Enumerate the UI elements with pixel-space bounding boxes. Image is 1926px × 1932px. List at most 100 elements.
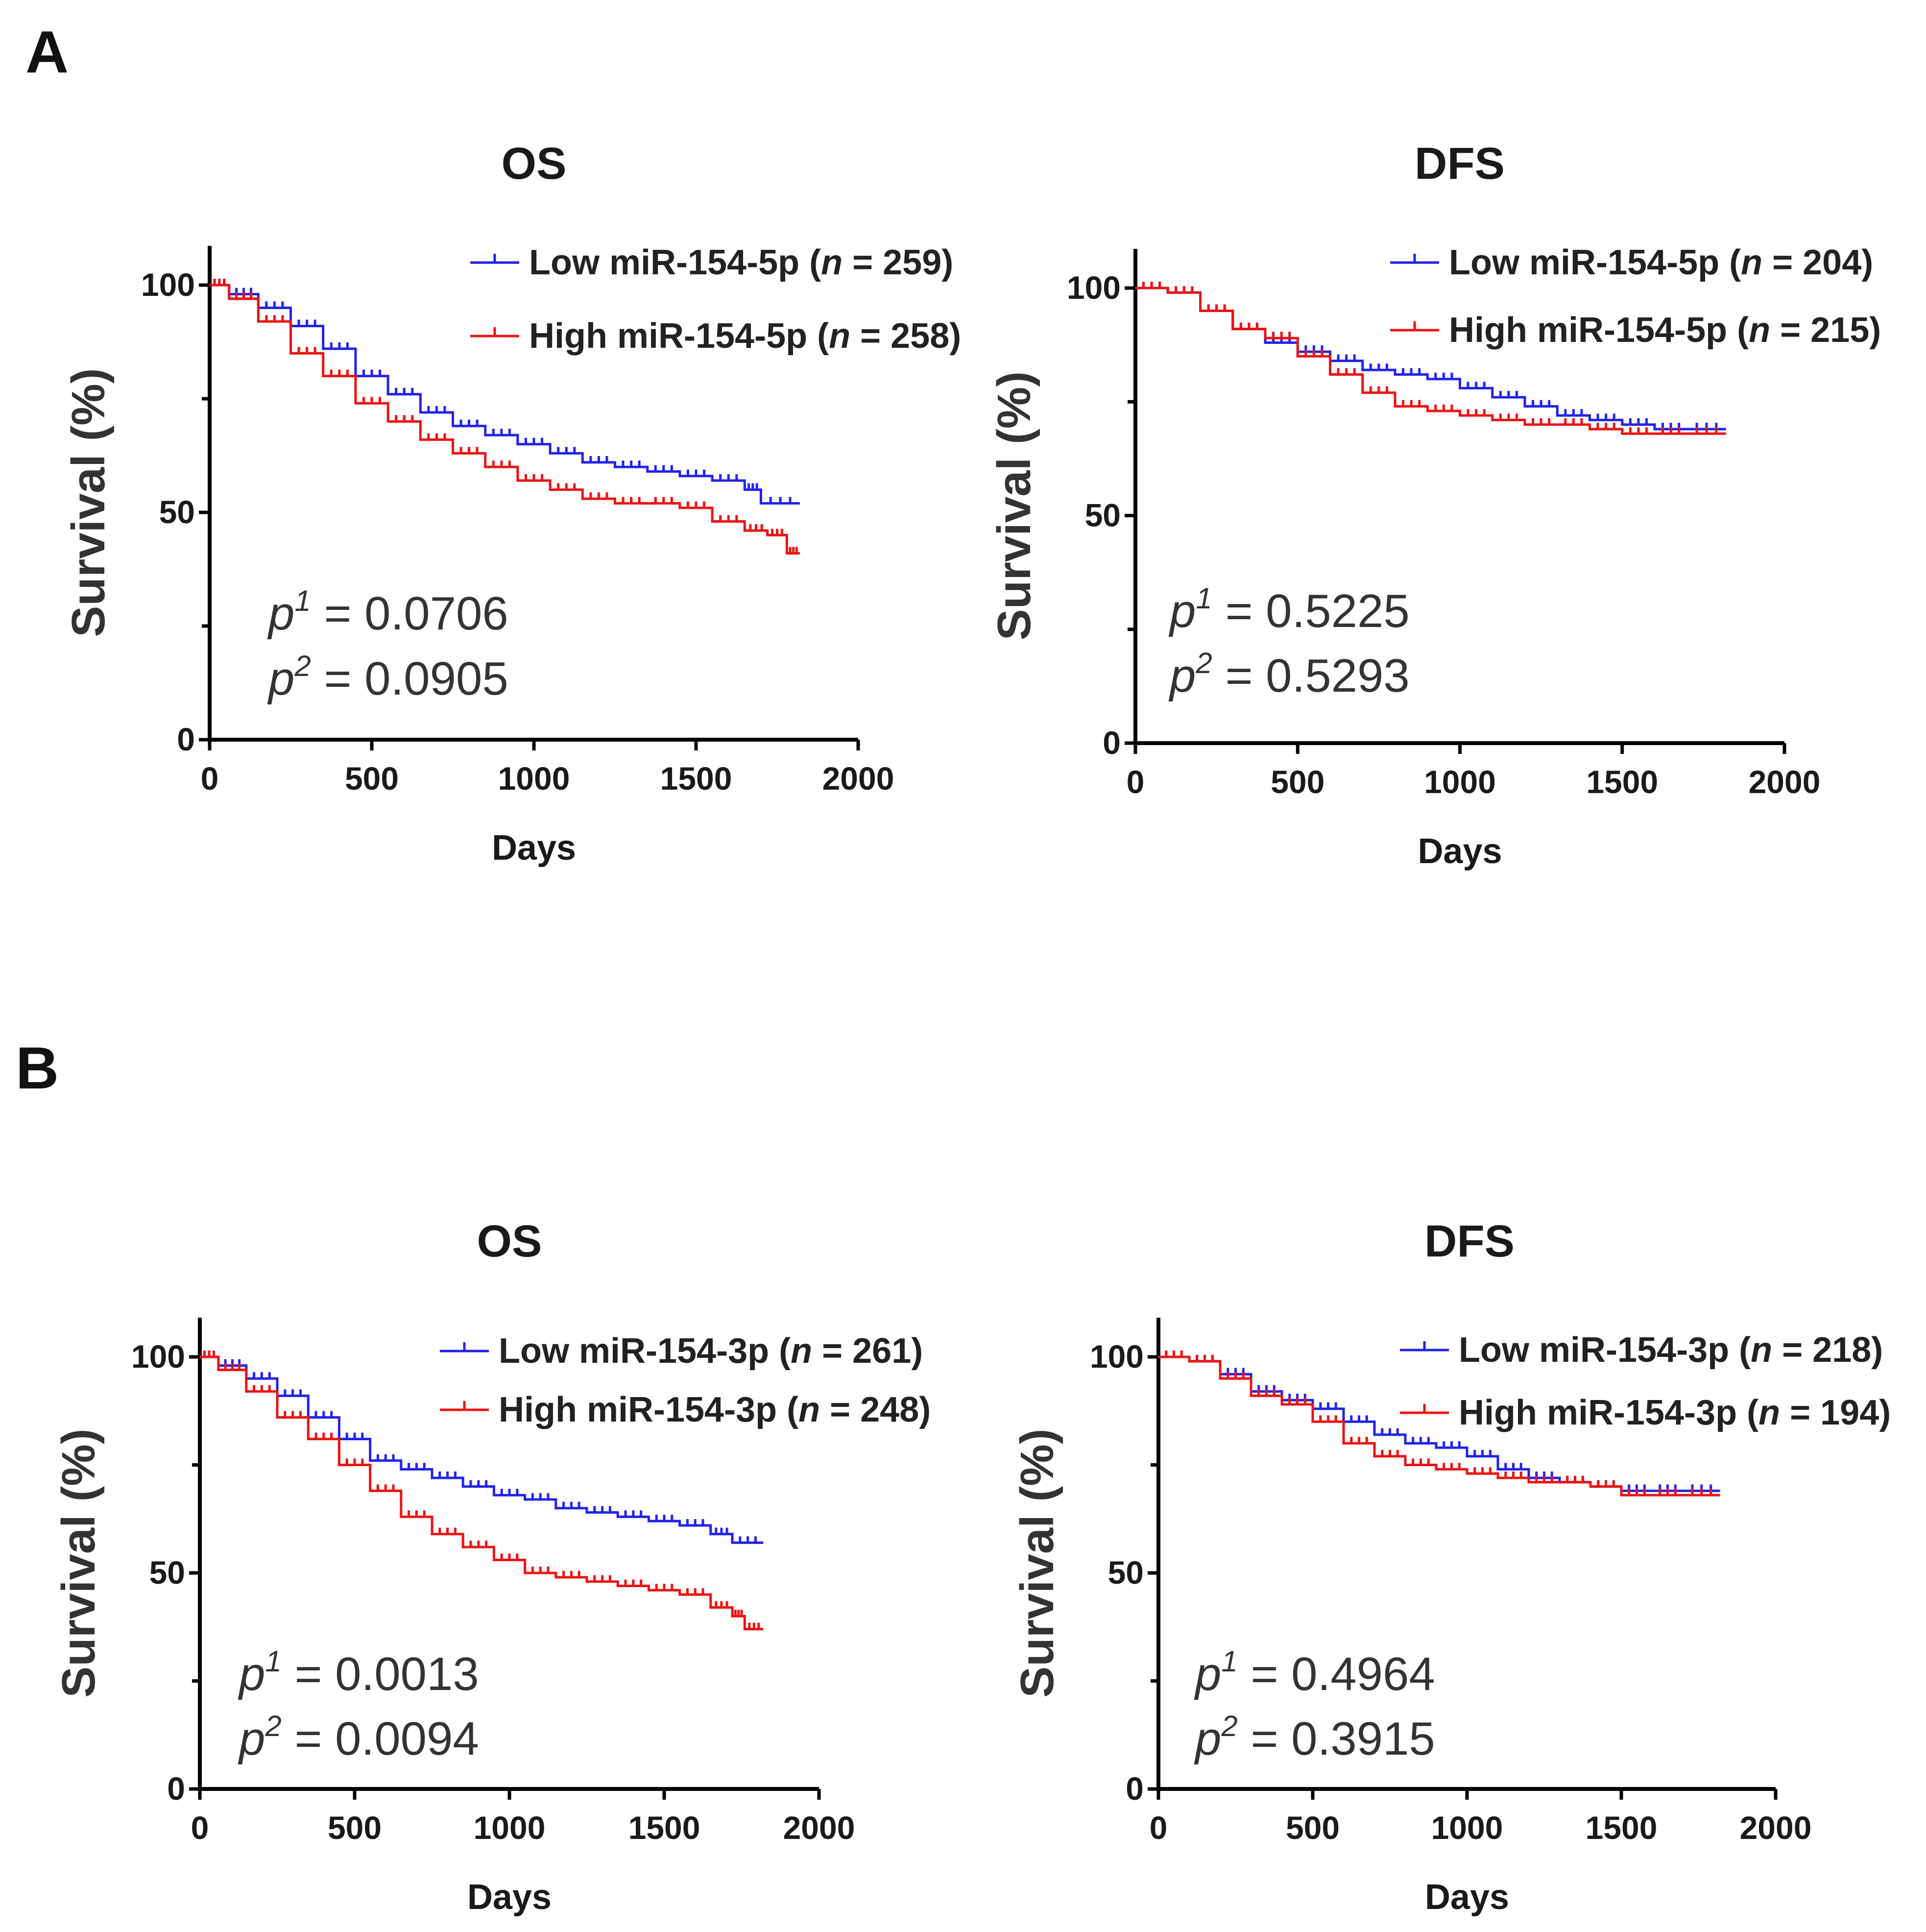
x-tick-label: 500 [345,760,399,797]
p-value-number: 0.5225 [1266,585,1410,637]
y-tick-label: 50 [149,1554,185,1591]
x-tick-label: 0 [1150,1810,1168,1846]
p-superscript: 1 [294,584,311,617]
x-tick-label: 0 [201,760,219,797]
panel-letter-b: B [16,1035,59,1101]
x-tick-label: 0 [191,1810,209,1846]
p-value-1: p1 = 0.0013 [238,1645,479,1700]
legend-n-symbol: n [821,243,843,282]
legend-label: High miR-154-5p (n = 215) [1449,311,1881,350]
y-tick-label: 0 [167,1770,185,1807]
p-value-number: 0.0094 [335,1713,479,1765]
p-value-number: 0.5293 [1266,650,1410,702]
p-symbol: p [267,587,294,640]
y-tick-label: 0 [1126,1770,1144,1807]
panel-letter-a: A [25,19,69,85]
x-tick-label: 2000 [822,760,894,797]
high-survival-curve [1135,287,1726,435]
legend-series-name: Low miR-154-3p [1459,1330,1729,1370]
legend-label: Low miR-154-3p (n = 218) [1459,1330,1883,1370]
legend-close: ) [1869,311,1881,350]
p-equals: = [1238,1648,1291,1700]
legend-close: ) [941,243,953,282]
p-value-2: p2 = 0.5293 [1168,647,1410,702]
legend-n-symbol: n [1749,311,1770,350]
y-tick-label: 100 [141,266,195,303]
p-symbol: p [1194,1648,1221,1700]
p-symbol: p [1168,585,1196,637]
legend-n-symbol: n [791,1331,812,1371]
legend-open: ( [807,316,829,356]
chart-title: DFS [1424,1216,1515,1266]
legend-n-value: 194 [1820,1393,1879,1432]
high-survival-curve [210,284,800,555]
p-value-1: p1 = 0.5225 [1168,582,1410,637]
legend-n-value: 259 [883,243,941,282]
p-equals: = [282,1648,335,1700]
p-equals: = [1212,585,1266,637]
legend-item-high: High miR-154-5p (n = 258) [470,316,961,356]
legend-series-name: Low miR-154-5p [1449,243,1719,282]
legend-n-value: 248 [860,1390,919,1429]
x-tick-label: 1500 [660,760,732,797]
legend-series-name: High miR-154-3p [499,1390,777,1429]
legend-series-name: High miR-154-5p [529,316,807,356]
high-survival-curve [1158,1355,1720,1497]
legend-n-symbol: n [1751,1330,1772,1370]
legend-eq: = [843,243,883,282]
x-tick-label: 1000 [1424,764,1496,800]
x-tick-label: 1000 [498,760,570,797]
x-tick-label: 0 [1127,764,1145,800]
p-value-2: p2 = 0.0094 [238,1710,479,1765]
p-symbol: p [1194,1713,1221,1765]
legend-eq: = [850,316,891,356]
chart-title: OS [502,139,567,189]
legend-open: ( [777,1390,798,1429]
legend-n-value: 204 [1803,243,1861,282]
y-tick-label: 100 [1067,269,1121,306]
legend-n-symbol: n [1758,1393,1780,1432]
legend-eq: = [820,1390,860,1429]
chart-title: DFS [1415,139,1505,189]
y-tick-label: 100 [1090,1338,1144,1375]
x-tick-label: 1500 [1586,764,1658,800]
legend-item-low: Low miR-154-5p (n = 259) [470,243,953,282]
legend-close: ) [911,1331,923,1371]
p-equals: = [311,587,364,640]
p-value-number: 0.0706 [364,587,508,640]
p-symbol: p [267,652,294,705]
p-superscript: 2 [1221,1710,1237,1742]
y-tick-label: 100 [131,1338,185,1375]
chart-title: OS [477,1216,542,1266]
legend-item-high: High miR-154-3p (n = 248) [440,1390,931,1429]
legend-item-high: High miR-154-5p (n = 215) [1390,311,1881,350]
p-value-number: 0.0905 [364,652,508,705]
legend-label: Low miR-154-3p (n = 261) [499,1331,923,1371]
legend-n-value: 215 [1810,311,1869,350]
p-value-number: 0.0013 [335,1648,479,1700]
x-axis-label: Days [1425,1878,1509,1917]
legend-n-symbol: n [829,316,850,356]
legend-open: ( [1729,1330,1751,1370]
x-tick-label: 2000 [783,1810,855,1846]
legend-eq: = [1780,1393,1820,1432]
x-tick-label: 1500 [628,1810,700,1846]
legend-n-value: 258 [891,316,949,356]
p-superscript: 2 [294,650,311,682]
p-equals: = [1238,1713,1291,1765]
x-tick-label: 2000 [1740,1810,1812,1846]
p-equals: = [311,652,364,705]
x-tick-label: 500 [1286,1810,1340,1846]
legend-n-symbol: n [798,1390,820,1429]
p-symbol: p [238,1713,265,1765]
low-survival-curve [200,1355,764,1544]
y-tick-label: 50 [1108,1554,1144,1591]
x-tick-label: 500 [328,1810,382,1846]
p-superscript: 1 [1196,582,1212,615]
y-tick-label: 50 [159,494,195,530]
p-superscript: 2 [1195,647,1212,679]
x-tick-label: 500 [1271,764,1324,800]
